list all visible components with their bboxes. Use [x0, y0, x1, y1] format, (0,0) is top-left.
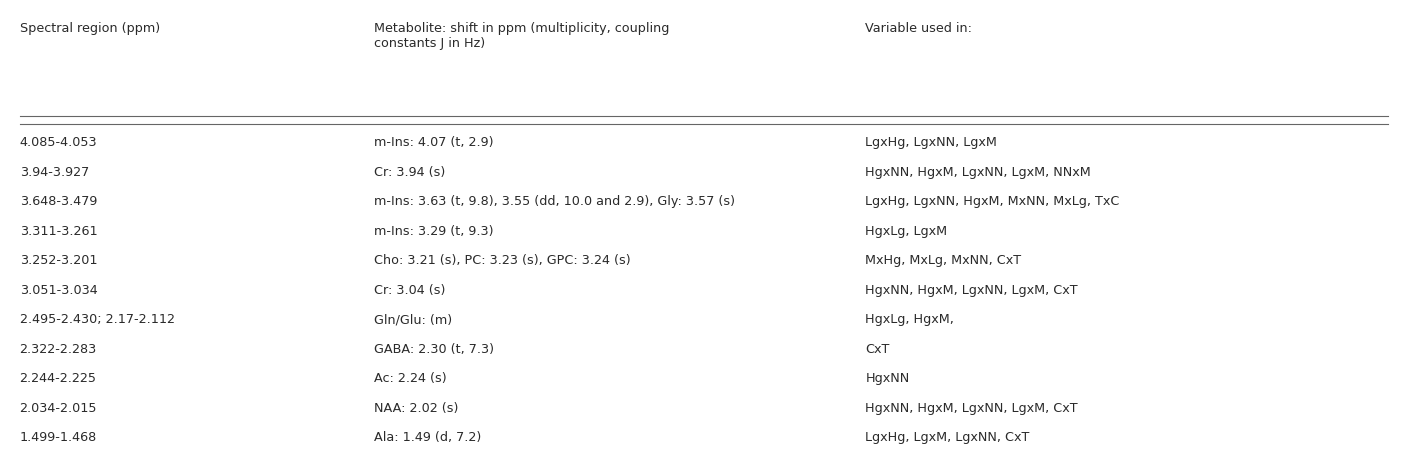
- Text: 4.085-4.053: 4.085-4.053: [20, 137, 97, 149]
- Text: 2.034-2.015: 2.034-2.015: [20, 402, 97, 415]
- Text: CxT: CxT: [866, 343, 890, 356]
- Text: 3.311-3.261: 3.311-3.261: [20, 225, 97, 238]
- Text: m-Ins: 3.63 (t, 9.8), 3.55 (dd, 10.0 and 2.9), Gly: 3.57 (s): m-Ins: 3.63 (t, 9.8), 3.55 (dd, 10.0 and…: [375, 195, 735, 208]
- Text: MxHg, MxLg, MxNN, CxT: MxHg, MxLg, MxNN, CxT: [866, 255, 1021, 267]
- Text: Cho: 3.21 (s), PC: 3.23 (s), GPC: 3.24 (s): Cho: 3.21 (s), PC: 3.23 (s), GPC: 3.24 (…: [375, 255, 631, 267]
- Text: NAA: 2.02 (s): NAA: 2.02 (s): [375, 402, 459, 415]
- Text: Cr: 3.94 (s): Cr: 3.94 (s): [375, 166, 446, 179]
- Text: 2.244-2.225: 2.244-2.225: [20, 373, 97, 385]
- Text: 3.252-3.201: 3.252-3.201: [20, 255, 97, 267]
- Text: LgxHg, LgxNN, HgxM, MxNN, MxLg, TxC: LgxHg, LgxNN, HgxM, MxNN, MxLg, TxC: [866, 195, 1119, 208]
- Text: 2.495-2.430; 2.17-2.112: 2.495-2.430; 2.17-2.112: [20, 313, 175, 327]
- Text: HgxNN, HgxM, LgxNN, LgxM, CxT: HgxNN, HgxM, LgxNN, LgxM, CxT: [866, 402, 1079, 415]
- Text: Cr: 3.04 (s): Cr: 3.04 (s): [375, 284, 446, 297]
- Text: 2.322-2.283: 2.322-2.283: [20, 343, 97, 356]
- Text: Gln/Glu: (m): Gln/Glu: (m): [375, 313, 452, 327]
- Text: HgxNN: HgxNN: [866, 373, 910, 385]
- Text: 3.051-3.034: 3.051-3.034: [20, 284, 97, 297]
- Text: LgxHg, LgxNN, LgxM: LgxHg, LgxNN, LgxM: [866, 137, 997, 149]
- Text: HgxNN, HgxM, LgxNN, LgxM, NNxM: HgxNN, HgxM, LgxNN, LgxM, NNxM: [866, 166, 1091, 179]
- Text: 1.499-1.468: 1.499-1.468: [20, 431, 97, 445]
- Text: Spectral region (ppm): Spectral region (ppm): [20, 21, 159, 35]
- Text: 3.648-3.479: 3.648-3.479: [20, 195, 97, 208]
- Text: HgxLg, HgxM,: HgxLg, HgxM,: [866, 313, 955, 327]
- Text: Ala: 1.49 (d, 7.2): Ala: 1.49 (d, 7.2): [375, 431, 482, 445]
- Text: m-Ins: 4.07 (t, 2.9): m-Ins: 4.07 (t, 2.9): [375, 137, 494, 149]
- Text: HgxLg, LgxM: HgxLg, LgxM: [866, 225, 948, 238]
- Text: HgxNN, HgxM, LgxNN, LgxM, CxT: HgxNN, HgxM, LgxNN, LgxM, CxT: [866, 284, 1079, 297]
- Text: LgxHg, LgxM, LgxNN, CxT: LgxHg, LgxM, LgxNN, CxT: [866, 431, 1029, 445]
- Text: m-Ins: 3.29 (t, 9.3): m-Ins: 3.29 (t, 9.3): [375, 225, 494, 238]
- Text: Ac: 2.24 (s): Ac: 2.24 (s): [375, 373, 448, 385]
- Text: Metabolite: shift in ppm (multiplicity, coupling
constants J in Hz): Metabolite: shift in ppm (multiplicity, …: [375, 21, 670, 49]
- Text: GABA: 2.30 (t, 7.3): GABA: 2.30 (t, 7.3): [375, 343, 494, 356]
- Text: 3.94-3.927: 3.94-3.927: [20, 166, 89, 179]
- Text: Variable used in:: Variable used in:: [866, 21, 973, 35]
